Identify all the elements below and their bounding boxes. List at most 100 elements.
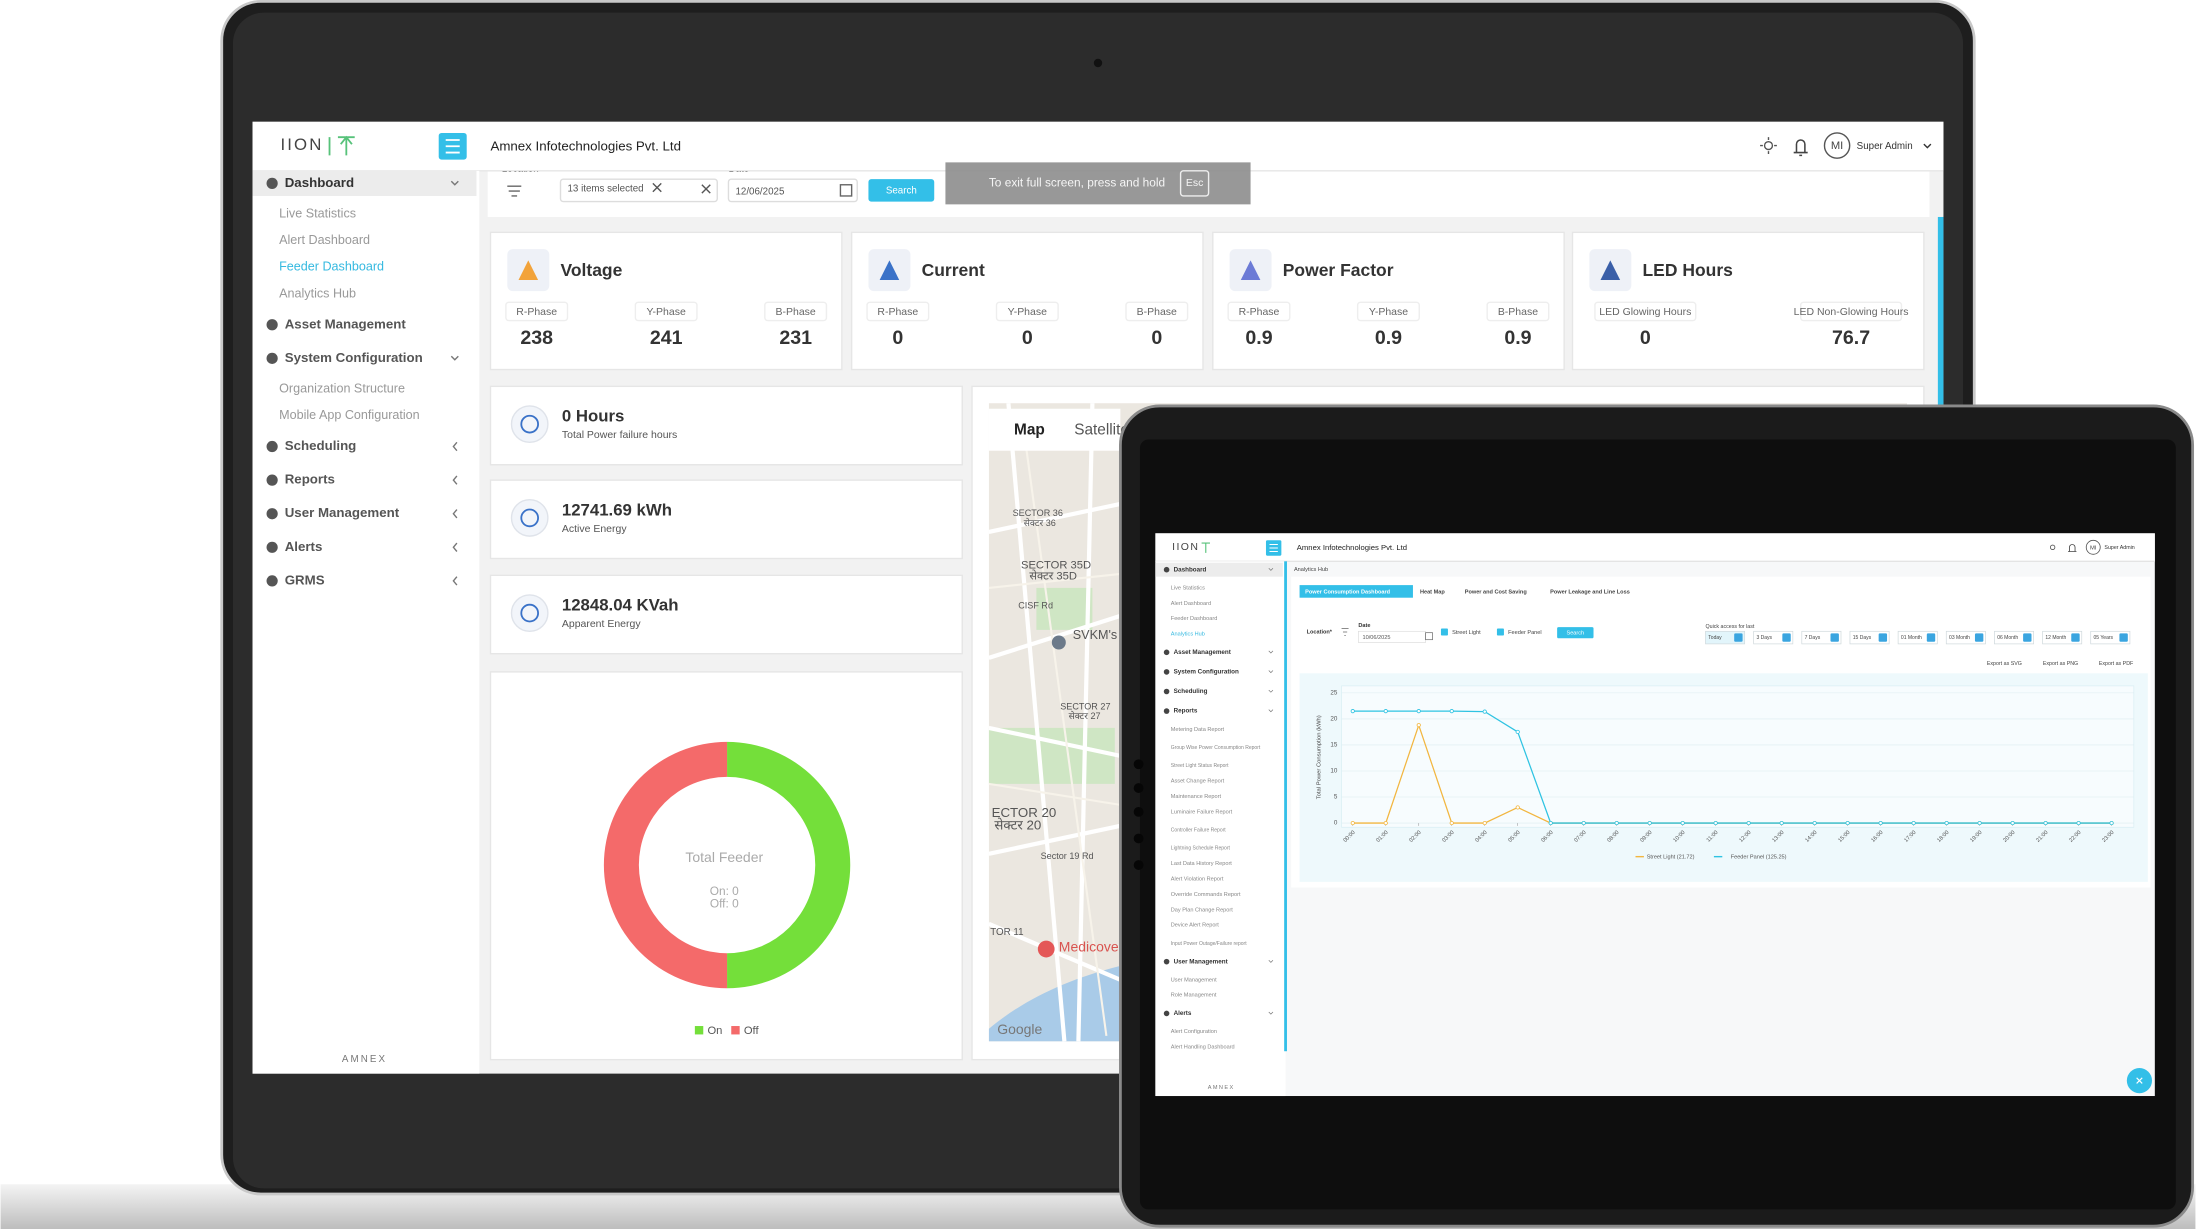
sidebar-item: System Configuration <box>1174 669 1239 676</box>
quick-label-text: 15 Days <box>1853 635 1872 641</box>
sidebar-subitem: Device Alert Report <box>1171 923 1220 929</box>
sidebar-chevron <box>450 355 459 361</box>
point <box>1515 729 1520 735</box>
export-link[interactable]: Export as PNG <box>2043 661 2078 667</box>
menu-icon <box>1269 544 1278 553</box>
calendar-icon <box>839 184 853 197</box>
sidebar-subitem: Metering Data Report <box>1171 727 1225 733</box>
quick-icon <box>2119 633 2128 642</box>
y-tick-label: 5 <box>1334 794 1338 801</box>
checkbox[interactable] <box>1440 628 1448 636</box>
map-tab[interactable]: Map <box>1014 421 1045 438</box>
point <box>1482 709 1487 714</box>
export-link[interactable]: Export as PDF <box>2099 661 2134 667</box>
sidebar-subitem: Input Power Outage/Failure report <box>1171 941 1247 947</box>
point <box>1449 820 1454 826</box>
map-pin <box>1051 635 1066 650</box>
tab[interactable]: Power Consumption Dashboard <box>1305 589 1391 595</box>
sidebar-icon <box>1163 669 1170 675</box>
avatar-initials: MI <box>2090 545 2097 551</box>
y-tick-label: 25 <box>1330 690 1337 697</box>
metric-value: 0 <box>1640 327 1651 349</box>
card-icon <box>879 260 900 280</box>
metric-value: 241 <box>650 327 683 349</box>
sidebar-item: Scheduling <box>1174 688 1208 695</box>
tablet-sensor <box>1133 860 1144 870</box>
point <box>1383 820 1388 826</box>
search-button[interactable] <box>1557 627 1594 639</box>
metric-label-box <box>634 301 698 322</box>
t-header <box>1155 533 2155 562</box>
stat-icon-inner <box>520 508 540 528</box>
sidebar-chevron <box>1268 709 1274 713</box>
location-select[interactable] <box>559 178 718 203</box>
donut-off-label: Off: 0 <box>710 896 739 910</box>
map-label: Medicover <box>1059 938 1124 954</box>
point <box>1482 820 1487 826</box>
metric-value: 0 <box>892 327 903 349</box>
metric-label-box <box>1594 301 1697 322</box>
point <box>1812 820 1817 826</box>
map-label: सेक्टर 20 <box>994 817 1041 832</box>
stat-card <box>489 479 963 560</box>
sidebar <box>252 170 480 1074</box>
notice-key: Esc <box>1186 178 1203 189</box>
search-label: Search <box>1566 631 1584 637</box>
stat-card <box>489 574 963 655</box>
tab[interactable]: Heat Map <box>1420 589 1445 595</box>
sidebar-chevron <box>452 475 458 485</box>
legend-swatch <box>731 1026 740 1035</box>
point <box>1581 820 1586 826</box>
tablet-sensor <box>1133 806 1144 817</box>
sidebar-item: Reports <box>285 472 335 487</box>
user-name: Super Admin <box>1857 141 1913 152</box>
metric-label-box <box>1486 301 1550 322</box>
sidebar-chevron <box>450 180 459 186</box>
metric-label-box <box>1356 301 1420 322</box>
user-name: Super Admin <box>2104 545 2134 551</box>
theme-rays <box>1760 137 1777 154</box>
avatar-initials: MI <box>1831 140 1843 152</box>
sidebar-item: GRMS <box>285 572 325 587</box>
map-label: Sector 19 Rd <box>1041 851 1094 861</box>
metric-value: 0.9 <box>1375 327 1402 349</box>
quick-icon <box>2023 633 2032 642</box>
sidebar-item: User Management <box>1174 958 1229 965</box>
key-box <box>1179 170 1210 197</box>
avatar <box>1823 132 1851 159</box>
metric-value: 0.9 <box>1504 327 1531 349</box>
sidebar-subitem: Override Commands Report <box>1171 892 1241 898</box>
tab[interactable]: Power Leakage and Line Loss <box>1550 589 1630 595</box>
checkbox[interactable] <box>1496 628 1504 636</box>
legend-label: Feeder Panel (125.25) <box>1731 855 1787 861</box>
date-input[interactable] <box>727 178 858 203</box>
sidebar-subitem: User Management <box>1171 977 1217 983</box>
sidebar-icon <box>266 177 278 189</box>
sidebar-subitem: Feeder Dashboard <box>279 260 384 274</box>
search-button[interactable] <box>868 179 935 202</box>
point <box>1614 820 1619 826</box>
map-label: SECTOR 27 <box>1060 701 1110 711</box>
tab-active[interactable] <box>1299 585 1413 598</box>
point <box>1350 820 1355 826</box>
metric-label-box <box>1227 301 1291 322</box>
map-tab[interactable]: Satellite <box>1074 421 1129 438</box>
map-label: SECTOR 36 <box>1013 508 1063 518</box>
quick-label-text: 7 Days <box>1805 635 1821 641</box>
metric-label-box <box>1799 301 1903 322</box>
sidebar-icon <box>1163 649 1170 656</box>
sidebar-subitem: Street Light Status Report <box>1171 763 1229 769</box>
export-link[interactable]: Export as SVG <box>1987 661 2022 667</box>
feeder-card <box>489 671 963 1061</box>
sidebar-chevron <box>1268 959 1274 963</box>
point <box>1449 709 1454 714</box>
point <box>1878 820 1883 826</box>
sidebar-chevron <box>1268 568 1274 571</box>
sidebar-item: Alerts <box>285 539 323 554</box>
tablet-sensor <box>1133 783 1144 793</box>
t-sidebar-scroll <box>1284 561 1287 1052</box>
sidebar-chevron <box>1268 1011 1274 1015</box>
tab[interactable]: Power and Cost Saving <box>1465 589 1528 595</box>
